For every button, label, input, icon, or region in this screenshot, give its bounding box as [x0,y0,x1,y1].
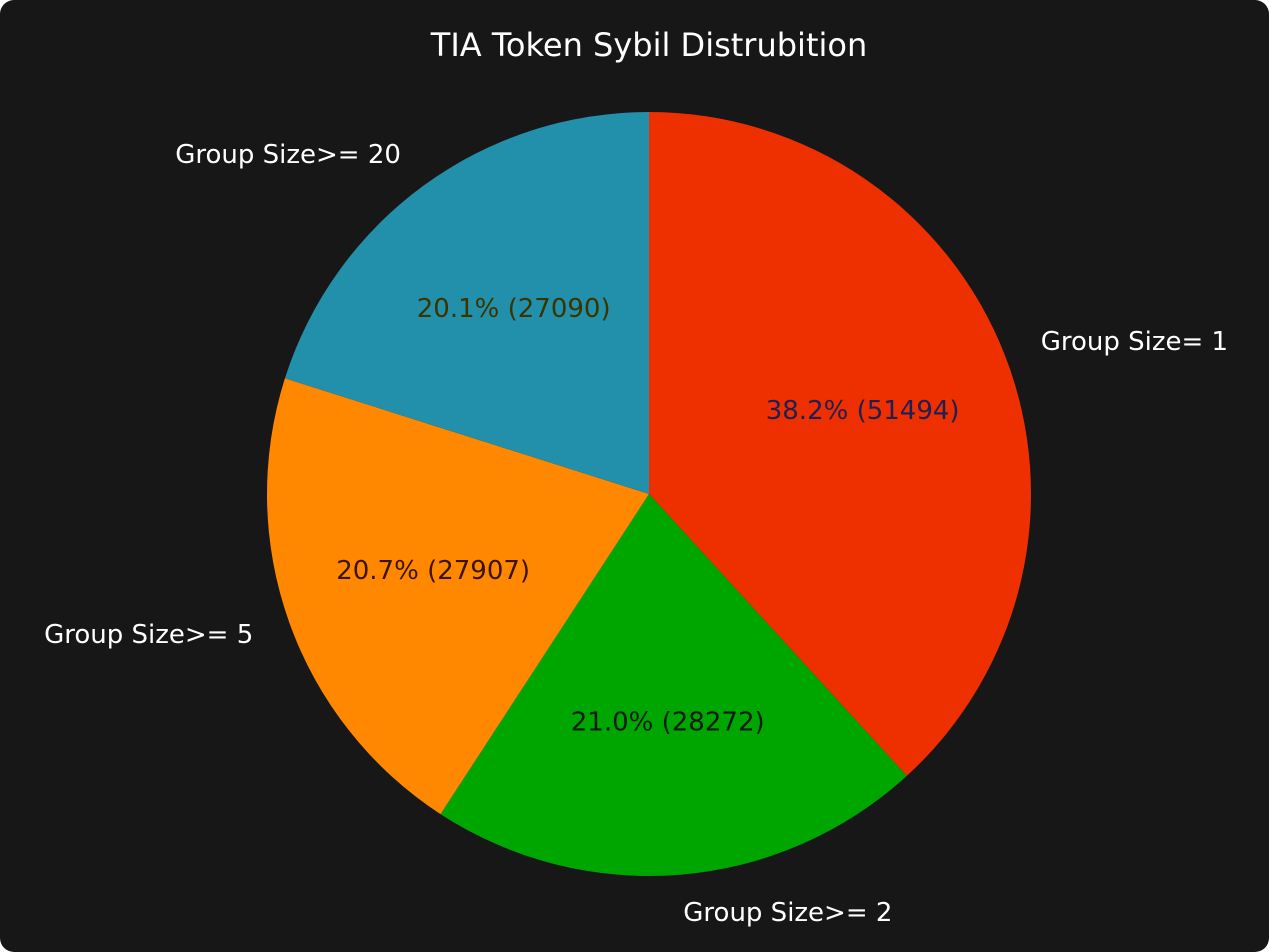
pie-slice-group-size-5 [267,378,649,815]
pie-category-label: Group Size>= 5 [44,620,253,650]
chart-title: TIA Token Sybil Distrubition [430,26,867,64]
pie-category-label: Group Size>= 2 [683,898,892,928]
pie-category-label: Group Size>= 20 [175,140,401,170]
pie-percent-label: 21.0% (28272) [571,707,765,737]
pie-percent-label: 20.1% (27090) [417,294,611,324]
pie-labels: 38.2% (51494) Group Size= 1 21.0% (28272) G… [44,140,1228,928]
pie-slice-group-size-20 [284,112,649,494]
pie-slice-group-size-2 [440,494,907,876]
pie-slices [267,112,1032,876]
pie-percent-label: 38.2% (51494) [766,396,960,426]
pie-percent-label: 20.7% (27907) [336,556,530,586]
pie-slice-group-size-1 [649,112,1032,776]
pie-category-label: Group Size= 1 [1041,327,1228,357]
